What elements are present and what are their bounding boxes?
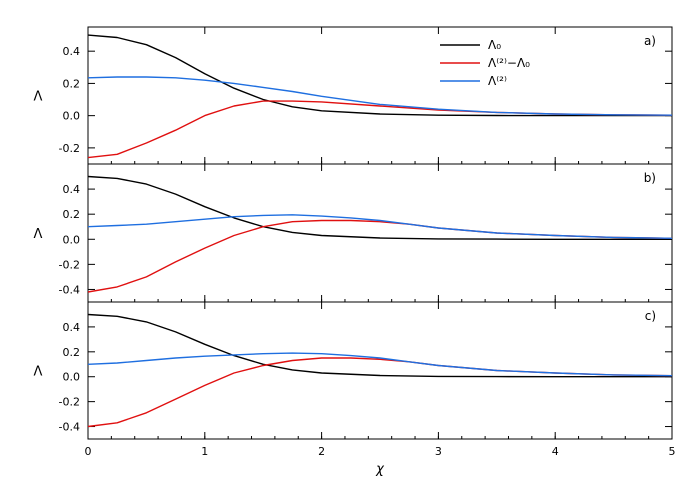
panel-frame [87,26,673,165]
x-tick-label: 5 [669,445,676,458]
y-tick-label: 0.4 [63,183,81,196]
y-axis-label: Λ [34,365,43,380]
panel-frame [87,163,673,303]
x-tick-label: 3 [435,445,442,458]
y-tick-label: 0.2 [63,346,81,359]
panel-label: c) [645,309,656,323]
panel-0: -0.2 0.0 0.2 0.4 Λa) [34,26,673,165]
series-line-1 [87,100,673,159]
y-tick-label: -0.4 [59,283,80,296]
y-tick-label: 0.2 [63,77,81,90]
legend: Λ₀ Λ⁽²⁾−Λ₀ Λ⁽²⁾ [440,38,530,88]
x-tick-label: 4 [552,445,559,458]
y-tick-label: -0.2 [59,258,80,271]
x-tick-label: 2 [318,445,325,458]
x-tick-label: 1 [201,445,208,458]
series-line-1 [87,219,673,293]
y-axis-label: Λ [34,90,43,105]
x-axis-label: χ [375,462,385,477]
panel-label: b) [644,171,656,185]
y-tick-label: 0.4 [63,321,81,334]
legend-label: Λ⁽²⁾−Λ₀ [488,56,530,70]
series-line-0 [87,175,672,241]
x-tick-label: 0 [85,445,92,458]
series-line-2 [87,76,673,116]
y-tick-label: 0.0 [63,233,81,246]
legend-label: Λ₀ [488,38,501,52]
y-tick-label: 0.0 [63,110,81,123]
panel-2: -0.4 -0.2 0.0 0.2 0.4 Λc) [34,301,673,440]
y-tick-label: 0.4 [63,45,81,58]
series-line-1 [87,357,673,428]
series-line-0 [87,34,672,117]
y-tick-label: -0.2 [59,142,80,155]
series-line-2 [87,214,673,239]
panel-label: a) [644,34,656,48]
y-axis-label: Λ [34,227,43,242]
y-tick-label: 0.0 [63,371,81,384]
panel-frame [87,301,673,440]
y-tick-label: -0.2 [59,396,80,409]
y-tick-label: 0.2 [63,208,81,221]
legend-label: Λ⁽²⁾ [488,74,507,88]
panel-1: -0.4 -0.2 0.0 0.2 0.4 Λb) [34,163,673,303]
series-line-2 [87,352,673,377]
series-line-0 [87,313,672,378]
y-tick-label: -0.4 [59,421,80,434]
